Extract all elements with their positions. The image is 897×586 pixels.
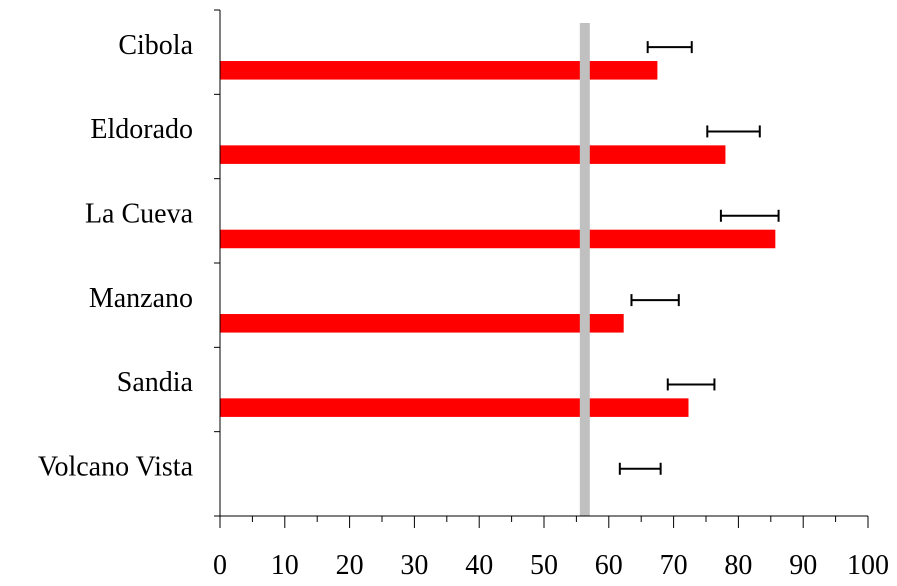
bar-1 [220, 145, 726, 164]
category-label: Volcano Vista [38, 452, 194, 483]
error-bar-2 [719, 209, 780, 222]
error-bar-1 [706, 125, 761, 138]
error-bars-group [618, 41, 780, 475]
error-bar-4 [666, 378, 716, 391]
reference-line-group [579, 23, 590, 516]
x-tick-label: 0 [213, 550, 227, 581]
category-label: Manzano [89, 283, 193, 314]
category-label: Eldorado [90, 114, 193, 145]
axes-group [214, 9, 869, 528]
category-label: Sandia [117, 367, 194, 398]
error-bar-0 [646, 41, 693, 54]
error-bar-3 [630, 294, 680, 307]
x-tick-label: 50 [530, 550, 558, 581]
x-tick-label: 20 [336, 550, 364, 581]
x-tick-label: 10 [271, 550, 299, 581]
bar-3 [220, 314, 624, 333]
reference-line [579, 23, 590, 516]
x-tick-label: 60 [595, 550, 623, 581]
bar-0 [220, 61, 658, 80]
x-tick-label: 70 [660, 550, 688, 581]
bar-2 [220, 229, 776, 249]
x-tick-label: 90 [789, 550, 817, 581]
labels-group: 0 10 20 30 40 50 60 70 80 90 100 Cibola Eldorado La C… [38, 30, 889, 581]
x-tick-label: 100 [847, 550, 889, 581]
category-label: La Cueva [85, 199, 194, 230]
bars-group [220, 61, 776, 417]
category-label: Cibola [118, 30, 193, 61]
error-bar-5 [618, 462, 662, 475]
x-tick-label: 80 [724, 550, 752, 581]
x-tick-label: 40 [465, 550, 493, 581]
bar-4 [220, 398, 689, 417]
x-tick-label: 30 [400, 550, 428, 581]
